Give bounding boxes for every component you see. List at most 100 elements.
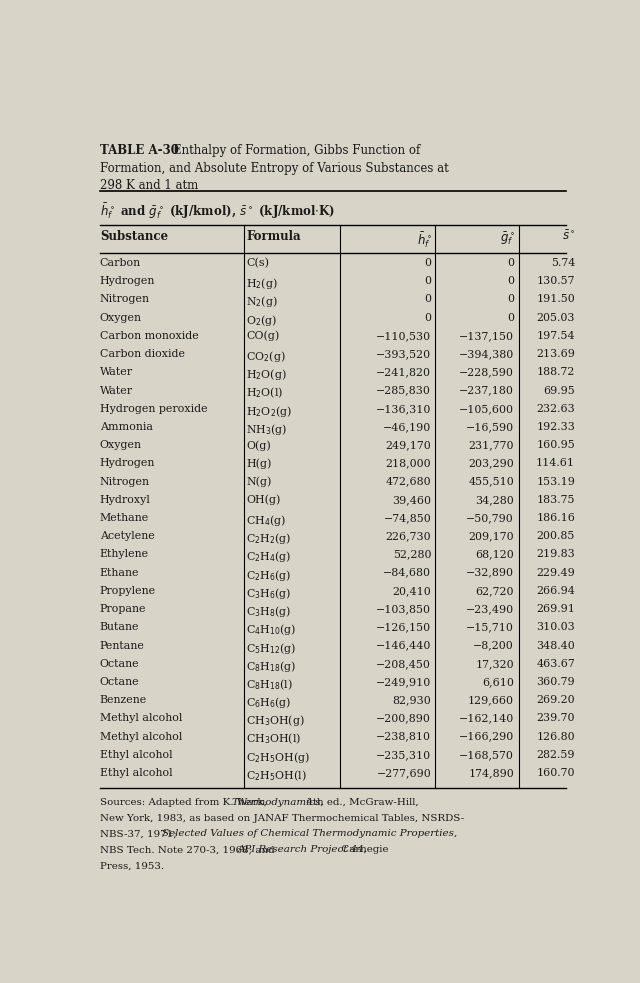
Text: Benzene: Benzene — [100, 695, 147, 705]
Text: 455,510: 455,510 — [468, 477, 514, 487]
Text: 463.67: 463.67 — [536, 659, 575, 668]
Text: Formula: Formula — [246, 230, 301, 243]
Text: 0: 0 — [424, 313, 431, 322]
Text: Hydrogen peroxide: Hydrogen peroxide — [100, 404, 207, 414]
Text: NH$_3$(g): NH$_3$(g) — [246, 422, 287, 437]
Text: 0: 0 — [507, 258, 514, 268]
Text: Enthalpy of Formation, Gibbs Function of: Enthalpy of Formation, Gibbs Function of — [173, 145, 420, 157]
Text: C$_2$H$_5$OH(l): C$_2$H$_5$OH(l) — [246, 768, 307, 782]
Text: 249,170: 249,170 — [385, 440, 431, 450]
Text: −15,710: −15,710 — [466, 622, 514, 632]
Text: Hydrogen: Hydrogen — [100, 276, 156, 286]
Text: −277,690: −277,690 — [376, 768, 431, 779]
Text: C$_8$H$_{18}$(g): C$_8$H$_{18}$(g) — [246, 659, 296, 673]
Text: Carnegie: Carnegie — [339, 845, 389, 854]
Text: −208,450: −208,450 — [376, 659, 431, 668]
Text: −200,890: −200,890 — [376, 714, 431, 723]
Text: −105,600: −105,600 — [459, 404, 514, 414]
Text: 160.95: 160.95 — [536, 440, 575, 450]
Text: 218,000: 218,000 — [385, 458, 431, 468]
Text: CH$_4$(g): CH$_4$(g) — [246, 513, 286, 528]
Text: 0: 0 — [507, 276, 514, 286]
Text: TABLE A-30: TABLE A-30 — [100, 145, 179, 157]
Text: 269.91: 269.91 — [536, 605, 575, 614]
Text: 186.16: 186.16 — [536, 513, 575, 523]
Text: 6,610: 6,610 — [482, 677, 514, 687]
Text: 5.74: 5.74 — [550, 258, 575, 268]
Text: CO(g): CO(g) — [246, 331, 280, 341]
Text: 298 K and 1 atm: 298 K and 1 atm — [100, 179, 198, 193]
Text: Ammonia: Ammonia — [100, 422, 153, 432]
Text: H$_2$O$_2$(g): H$_2$O$_2$(g) — [246, 404, 292, 419]
Text: Octane: Octane — [100, 677, 140, 687]
Text: Oxygen: Oxygen — [100, 440, 142, 450]
Text: Carbon dioxide: Carbon dioxide — [100, 349, 185, 359]
Text: O$_2$(g): O$_2$(g) — [246, 313, 277, 327]
Text: Propylene: Propylene — [100, 586, 156, 596]
Text: $\bar{h}_f^\circ$: $\bar{h}_f^\circ$ — [417, 230, 432, 250]
Text: −166,290: −166,290 — [459, 731, 514, 741]
Text: C$_2$H$_6$(g): C$_2$H$_6$(g) — [246, 568, 292, 583]
Text: 239.70: 239.70 — [536, 714, 575, 723]
Text: Sources: Adapted from K. Wark,: Sources: Adapted from K. Wark, — [100, 797, 270, 807]
Text: Hydroxyl: Hydroxyl — [100, 494, 150, 505]
Text: 282.59: 282.59 — [536, 750, 575, 760]
Text: −168,570: −168,570 — [459, 750, 514, 760]
Text: 200.85: 200.85 — [536, 531, 575, 542]
Text: 203,290: 203,290 — [468, 458, 514, 468]
Text: CH$_3$OH(g): CH$_3$OH(g) — [246, 714, 305, 728]
Text: 160.70: 160.70 — [536, 768, 575, 779]
Text: −235,310: −235,310 — [376, 750, 431, 760]
Text: C(s): C(s) — [246, 258, 269, 268]
Text: Butane: Butane — [100, 622, 140, 632]
Text: 472,680: 472,680 — [385, 477, 431, 487]
Text: Water: Water — [100, 385, 133, 395]
Text: −23,490: −23,490 — [466, 605, 514, 614]
Text: 219.83: 219.83 — [536, 549, 575, 559]
Text: Methyl alcohol: Methyl alcohol — [100, 731, 182, 741]
Text: 231,770: 231,770 — [468, 440, 514, 450]
Text: −241,820: −241,820 — [376, 368, 431, 377]
Text: −249,910: −249,910 — [376, 677, 431, 687]
Text: Propane: Propane — [100, 605, 147, 614]
Text: −237,180: −237,180 — [459, 385, 514, 395]
Text: Ethyl alcohol: Ethyl alcohol — [100, 768, 172, 779]
Text: Thermodynamics,: Thermodynamics, — [232, 797, 324, 807]
Text: Hydrogen: Hydrogen — [100, 458, 156, 468]
Text: Methane: Methane — [100, 513, 149, 523]
Text: Pentane: Pentane — [100, 641, 145, 651]
Text: Water: Water — [100, 368, 133, 377]
Text: 191.50: 191.50 — [536, 295, 575, 305]
Text: −50,790: −50,790 — [467, 513, 514, 523]
Text: −285,830: −285,830 — [376, 385, 431, 395]
Text: OH(g): OH(g) — [246, 494, 280, 505]
Text: 126.80: 126.80 — [536, 731, 575, 741]
Text: −74,850: −74,850 — [383, 513, 431, 523]
Text: −136,310: −136,310 — [376, 404, 431, 414]
Text: −103,850: −103,850 — [376, 605, 431, 614]
Text: −238,810: −238,810 — [376, 731, 431, 741]
Text: $\bar{h}_f^\circ$ and $\bar{g}_f^\circ$ (kJ/kmol), $\bar{s}^\circ$ (kJ/kmol$\cdo: $\bar{h}_f^\circ$ and $\bar{g}_f^\circ$ … — [100, 202, 335, 221]
Text: 213.69: 213.69 — [536, 349, 575, 359]
Text: 52,280: 52,280 — [393, 549, 431, 559]
Text: 20,410: 20,410 — [392, 586, 431, 596]
Text: H$_2$O(g): H$_2$O(g) — [246, 368, 287, 382]
Text: 153.19: 153.19 — [536, 477, 575, 487]
Text: Octane: Octane — [100, 659, 140, 668]
Text: 360.79: 360.79 — [536, 677, 575, 687]
Text: Nitrogen: Nitrogen — [100, 477, 150, 487]
Text: Acetylene: Acetylene — [100, 531, 155, 542]
Text: Selected Values of Chemical Thermodynamic Properties,: Selected Values of Chemical Thermodynami… — [162, 830, 457, 838]
Text: CO$_2$(g): CO$_2$(g) — [246, 349, 286, 364]
Text: −394,380: −394,380 — [459, 349, 514, 359]
Text: C$_3$H$_8$(g): C$_3$H$_8$(g) — [246, 605, 292, 619]
Text: Carbon: Carbon — [100, 258, 141, 268]
Text: −146,440: −146,440 — [376, 641, 431, 651]
Text: C$_8$H$_{18}$(l): C$_8$H$_{18}$(l) — [246, 677, 293, 692]
Text: Carbon monoxide: Carbon monoxide — [100, 331, 198, 341]
Text: 4th ed., McGraw-Hill,: 4th ed., McGraw-Hill, — [303, 797, 419, 807]
Text: Press, 1953.: Press, 1953. — [100, 861, 164, 870]
Text: 114.61: 114.61 — [536, 458, 575, 468]
Text: −84,680: −84,680 — [383, 568, 431, 578]
Text: 129,660: 129,660 — [468, 695, 514, 705]
